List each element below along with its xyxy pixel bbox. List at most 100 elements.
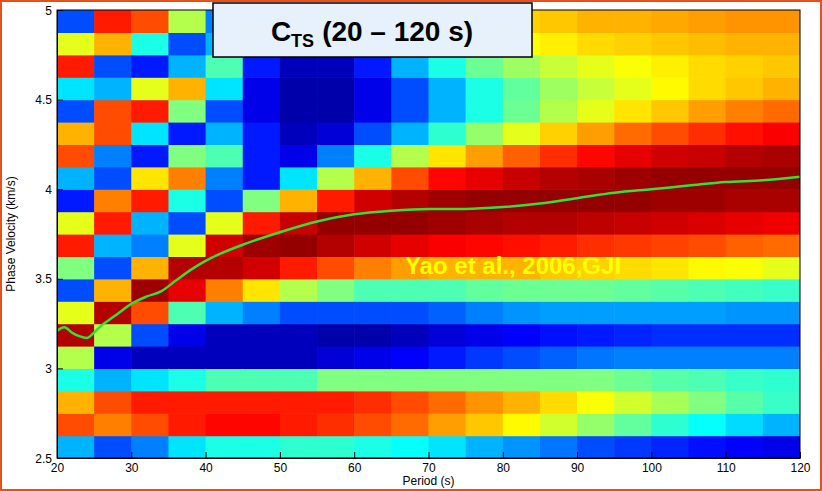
heat-cell [57, 436, 95, 458]
heat-cell [726, 32, 764, 55]
heat-cell [317, 324, 355, 347]
y-tick-mark [57, 10, 63, 11]
heat-cell [280, 122, 318, 145]
heat-cell [577, 391, 615, 414]
heat-cell [466, 301, 504, 324]
heat-cell [280, 279, 318, 302]
heat-cell [168, 256, 206, 279]
heat-cell [391, 346, 429, 369]
heat-cell [168, 10, 206, 33]
heat-cell [57, 256, 95, 279]
heat-cell [763, 413, 800, 436]
dispersion-curve [57, 177, 800, 338]
heat-cell [503, 368, 541, 391]
heat-cell [94, 144, 132, 167]
title-box [213, 3, 532, 57]
heat-cell [540, 167, 578, 190]
heat-cell [354, 391, 392, 414]
heat-cell [726, 234, 764, 257]
heat-cell [726, 122, 764, 145]
heat-cell [317, 436, 355, 458]
heat-cell [577, 436, 615, 458]
heat-cell [57, 368, 95, 391]
heat-cell [763, 391, 800, 414]
heat-cell [466, 100, 504, 123]
heat-cell [726, 301, 764, 324]
y-tick-mark [57, 458, 63, 459]
heat-cell [651, 144, 689, 167]
heat-cell [131, 167, 169, 190]
y-tick-label: 3 [45, 362, 52, 376]
heat-cell [503, 391, 541, 414]
heat-cell [131, 122, 169, 145]
heat-cell [466, 324, 504, 347]
heat-cell [466, 436, 504, 458]
lines [57, 177, 800, 338]
heat-cell [94, 55, 132, 78]
x-tick-mark [651, 452, 652, 458]
y-tick: 3 [45, 362, 63, 376]
heat-cell [391, 279, 429, 302]
heat-cell [57, 144, 95, 167]
x-axis: 2030405060708090100110120 [51, 452, 811, 475]
heat-cell [168, 189, 206, 212]
heat-cell [317, 346, 355, 369]
heat-cell [429, 391, 467, 414]
heat-cell [317, 189, 355, 212]
heat-cell [354, 122, 392, 145]
heat-cell [206, 346, 244, 369]
heat-cell [651, 100, 689, 123]
heat-cell [317, 77, 355, 100]
heat-cell [354, 324, 392, 347]
heat-cell [763, 32, 800, 55]
heat-cell [577, 55, 615, 78]
heat-cell [726, 77, 764, 100]
heat-cell [354, 436, 392, 458]
heat-cell [243, 346, 281, 369]
heat-cell [317, 413, 355, 436]
heat-cell [391, 122, 429, 145]
heat-cell [577, 346, 615, 369]
heat-cell [317, 144, 355, 167]
x-tick: 100 [642, 452, 662, 475]
heat-cell [243, 324, 281, 347]
heat-cell [168, 100, 206, 123]
heat-cell [763, 301, 800, 324]
y-tick: 4 [45, 183, 63, 197]
x-tick-label: 110 [717, 461, 736, 475]
heatmap [57, 10, 800, 458]
heat-cell [540, 391, 578, 414]
heat-cell [651, 413, 689, 436]
heat-cell [131, 436, 169, 458]
heat-cell [243, 256, 281, 279]
heat-cell [503, 413, 541, 436]
heat-cell [94, 167, 132, 190]
y-tick: 5 [45, 4, 63, 18]
heat-cell [131, 10, 169, 33]
heat-cell [354, 77, 392, 100]
heat-cell [243, 368, 281, 391]
heat-cell [763, 122, 800, 145]
x-tick: 110 [717, 452, 736, 475]
heat-cell [243, 55, 281, 78]
y-tick-label: 3.5 [35, 272, 52, 286]
heat-cell [503, 189, 541, 212]
heat-cell [466, 122, 504, 145]
heat-cell [94, 368, 132, 391]
heat-cell [614, 368, 652, 391]
heat-cell [429, 436, 467, 458]
heat-cell [726, 368, 764, 391]
heat-cell [614, 167, 652, 190]
heat-cell [94, 100, 132, 123]
heat-cell [391, 413, 429, 436]
y-axis-line [57, 11, 58, 459]
heat-cell [763, 368, 800, 391]
y-tick-label: 4 [45, 183, 52, 197]
heat-cell [614, 10, 652, 33]
heat-cell [131, 189, 169, 212]
heat-cell [763, 279, 800, 302]
heat-cell [391, 77, 429, 100]
heat-cell [131, 212, 169, 235]
heat-cell [503, 346, 541, 369]
heat-cell [280, 324, 318, 347]
